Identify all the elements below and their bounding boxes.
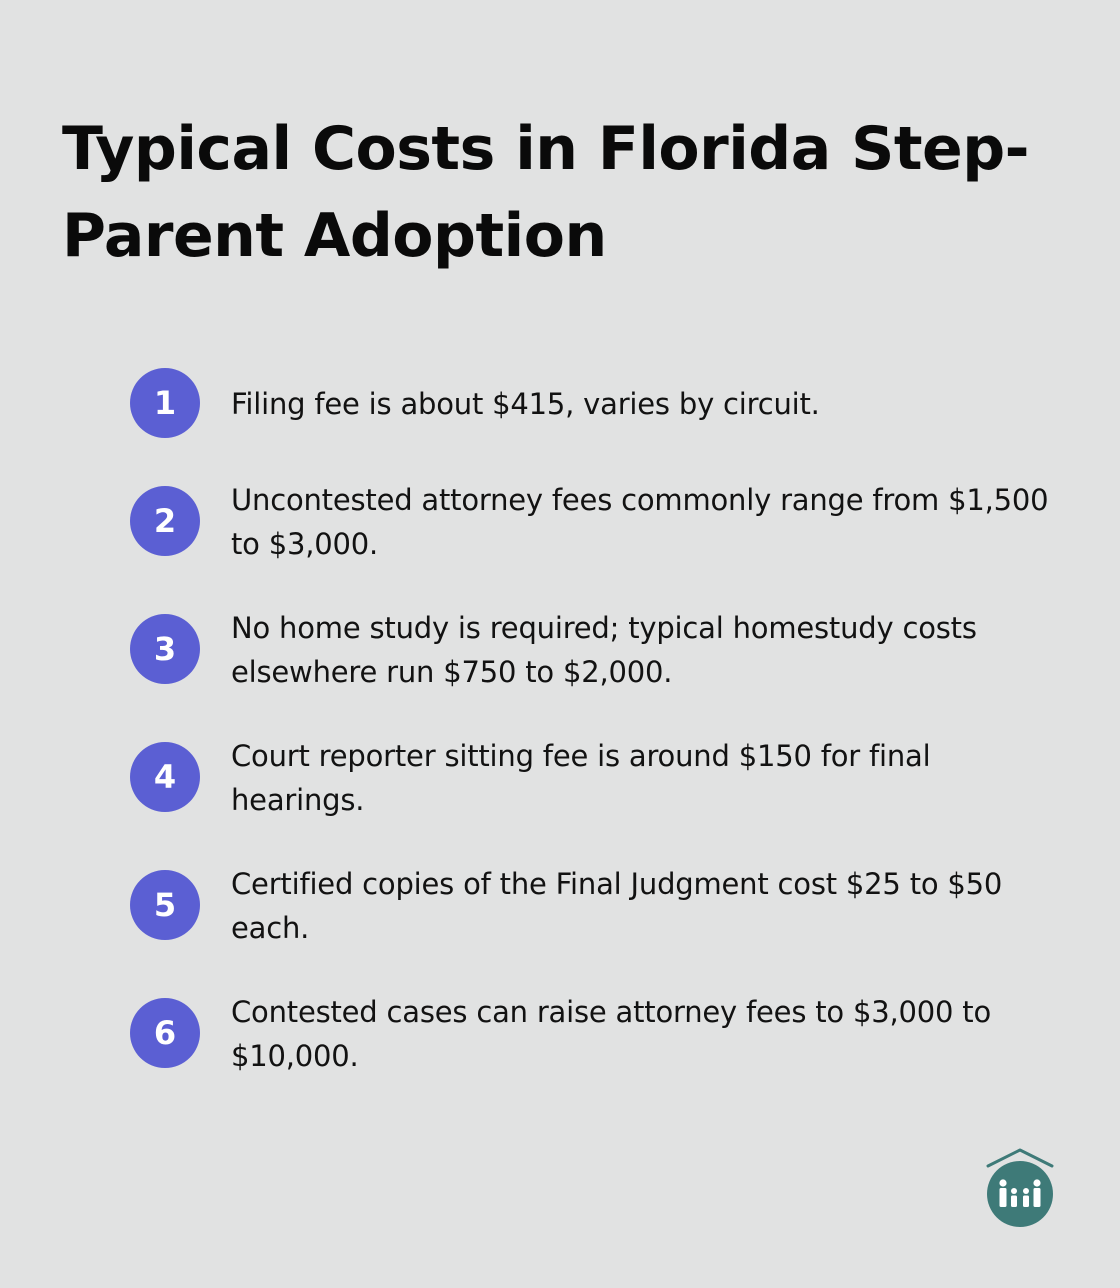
list-item: 4 Court reporter sitting fee is around $… bbox=[130, 739, 1060, 817]
list-item: 2 Uncontested attorney fees commonly ran… bbox=[130, 483, 1060, 561]
list-item-text: Uncontested attorney fees commonly range… bbox=[231, 483, 1049, 561]
list-item-text: Contested cases can raise attorney fees … bbox=[231, 995, 991, 1073]
list-item: 1 Filing fee is about $415, varies by ci… bbox=[130, 368, 1060, 440]
list-item: 3 No home study is required; typical hom… bbox=[130, 611, 1060, 689]
step-number-badge: 1 bbox=[130, 368, 200, 438]
list-item-text: Certified copies of the Final Judgment c… bbox=[231, 867, 1003, 945]
step-number-badge: 2 bbox=[130, 486, 200, 556]
step-number-badge: 4 bbox=[130, 742, 200, 812]
page-title: Typical Costs in Florida Step-Parent Ado… bbox=[62, 114, 1030, 271]
list-item: 5 Certified copies of the Final Judgment… bbox=[130, 867, 1060, 945]
list-item-text: No home study is required; typical homes… bbox=[231, 611, 977, 689]
step-number-badge: 6 bbox=[130, 998, 200, 1068]
list-item: 6 Contested cases can raise attorney fee… bbox=[130, 995, 1060, 1073]
list-item-text: Filing fee is about $415, varies by circ… bbox=[231, 387, 820, 421]
list-item-text: Court reporter sitting fee is around $15… bbox=[231, 739, 931, 817]
family-house-icon bbox=[986, 1148, 1054, 1227]
step-number-badge: 5 bbox=[130, 870, 200, 940]
step-number-badge: 3 bbox=[130, 614, 200, 684]
